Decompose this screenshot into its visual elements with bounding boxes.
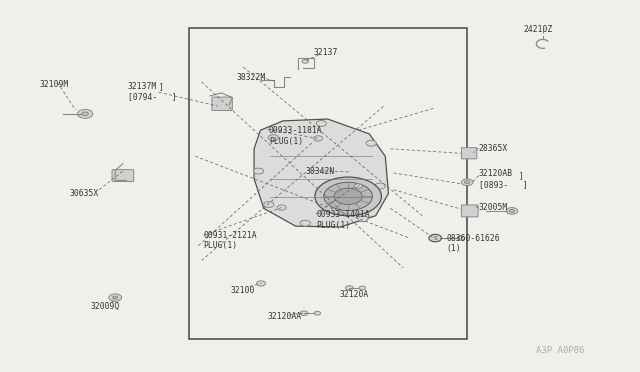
FancyBboxPatch shape (212, 97, 232, 110)
Circle shape (77, 109, 93, 118)
Text: ]: ] (518, 171, 524, 180)
Circle shape (358, 216, 368, 222)
Bar (189, 28, 467, 339)
Text: 32137: 32137 (314, 48, 338, 57)
Text: 08360-61626
(1): 08360-61626 (1) (447, 234, 500, 253)
Circle shape (461, 179, 473, 186)
Text: 32009Q: 32009Q (91, 302, 120, 311)
Circle shape (314, 136, 323, 141)
Text: 32005M: 32005M (479, 203, 508, 212)
Circle shape (334, 188, 362, 205)
Circle shape (300, 311, 308, 315)
Circle shape (457, 236, 465, 240)
Circle shape (113, 296, 118, 299)
Text: 00933-1181A
PLUG(1): 00933-1181A PLUG(1) (269, 126, 323, 146)
FancyBboxPatch shape (461, 205, 478, 217)
Circle shape (366, 140, 376, 146)
Circle shape (355, 184, 362, 188)
Circle shape (346, 286, 353, 290)
Circle shape (314, 311, 321, 315)
Circle shape (302, 60, 308, 63)
Text: 00933-1401A
PLUG(1): 00933-1401A PLUG(1) (316, 210, 370, 230)
Circle shape (300, 220, 310, 226)
Circle shape (375, 183, 385, 189)
FancyBboxPatch shape (461, 148, 477, 159)
Circle shape (316, 121, 326, 126)
Circle shape (509, 209, 515, 212)
Text: ]: ] (159, 82, 164, 91)
Text: 38342N: 38342N (306, 167, 335, 176)
FancyBboxPatch shape (112, 170, 134, 182)
Text: 32120A: 32120A (339, 290, 369, 299)
Circle shape (264, 202, 274, 208)
Polygon shape (254, 119, 388, 227)
Text: 32137M
[0794-   ]: 32137M [0794- ] (128, 82, 177, 102)
Circle shape (465, 181, 470, 184)
Circle shape (82, 112, 88, 116)
Text: 32120AB
[0893-   ]: 32120AB [0893- ] (479, 169, 527, 189)
Circle shape (277, 205, 286, 210)
Circle shape (109, 294, 122, 301)
Text: A3P A0P86: A3P A0P86 (536, 346, 585, 355)
Circle shape (324, 182, 372, 211)
Circle shape (253, 168, 264, 174)
Text: 32109M: 32109M (40, 80, 69, 89)
Text: 32120AA: 32120AA (268, 312, 301, 321)
Circle shape (268, 135, 278, 141)
Text: 38322M: 38322M (237, 73, 266, 81)
Text: 24210Z: 24210Z (524, 25, 553, 34)
Text: 30635X: 30635X (69, 189, 99, 198)
Text: 00931-2121A
PLUG(1): 00931-2121A PLUG(1) (204, 231, 257, 250)
Text: 32100: 32100 (230, 286, 255, 295)
Circle shape (429, 234, 442, 242)
Text: S: S (433, 235, 437, 241)
Circle shape (257, 281, 266, 286)
Circle shape (315, 177, 381, 216)
Circle shape (359, 286, 365, 290)
Text: 28365X: 28365X (479, 144, 508, 153)
Circle shape (506, 208, 518, 214)
